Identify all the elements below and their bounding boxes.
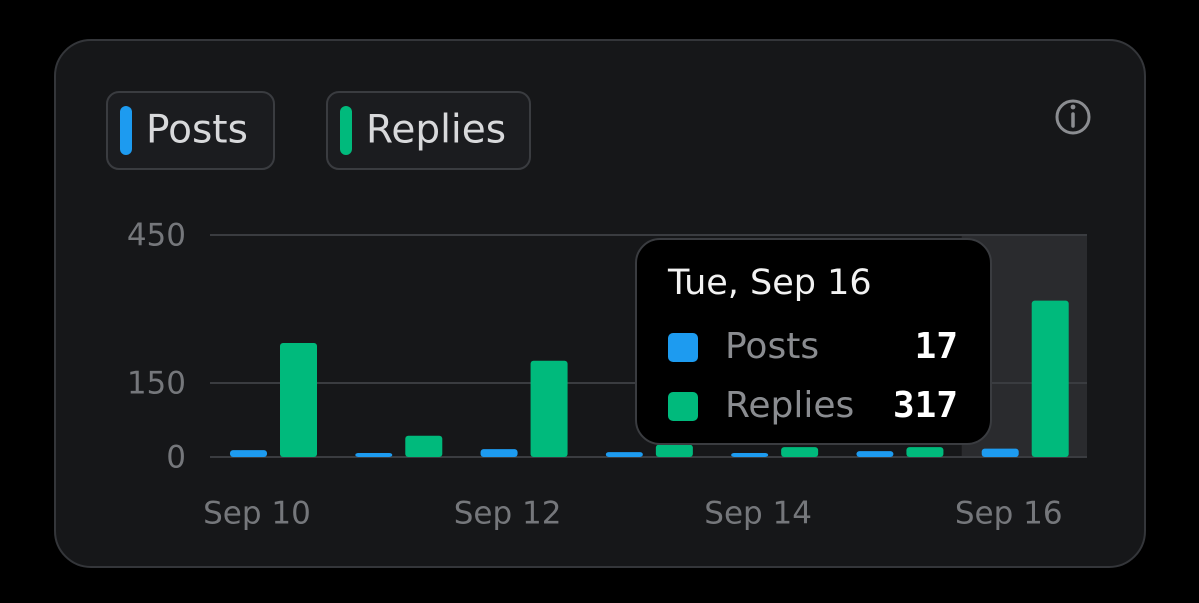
bar [981, 448, 1019, 457]
tooltip-swatch [668, 392, 698, 421]
info-dot [1070, 104, 1076, 110]
bar [731, 453, 769, 457]
bar [781, 447, 819, 457]
tooltip-label: Posts [725, 326, 819, 367]
x-tick-label: Sep 12 [454, 496, 562, 532]
x-tick-label: Sep 16 [955, 496, 1063, 532]
x-tick-label: Sep 10 [203, 496, 311, 532]
legend-label: Posts [146, 108, 248, 153]
bar [480, 449, 518, 457]
legend-button[interactable] [326, 91, 531, 170]
bar [230, 450, 267, 457]
bar [355, 453, 393, 457]
y-tick-label: 0 [166, 440, 186, 476]
info-icon[interactable] [1055, 99, 1091, 135]
tooltip-title: Tue, Sep 16 [667, 263, 872, 303]
legend-label: Replies [366, 108, 506, 153]
info-circle [1055, 99, 1091, 135]
bar [280, 343, 317, 457]
legend-swatch [120, 106, 132, 155]
tooltip-swatch [668, 333, 698, 362]
bar [530, 360, 568, 457]
tooltip-value: 317 [893, 385, 958, 426]
bar [1031, 300, 1069, 457]
bar [605, 452, 643, 457]
y-tick-label: 450 [127, 218, 186, 254]
tooltip-label: Replies [725, 385, 854, 426]
bar [906, 447, 944, 457]
bar [655, 444, 693, 457]
y-tick-label: 150 [127, 366, 186, 402]
tooltip-value: 17 [915, 326, 958, 367]
tooltip [635, 238, 992, 445]
legend-swatch [340, 106, 352, 155]
bar [856, 451, 894, 457]
bar [405, 435, 443, 457]
x-tick-label: Sep 14 [704, 496, 812, 532]
legend-button[interactable] [106, 91, 275, 170]
